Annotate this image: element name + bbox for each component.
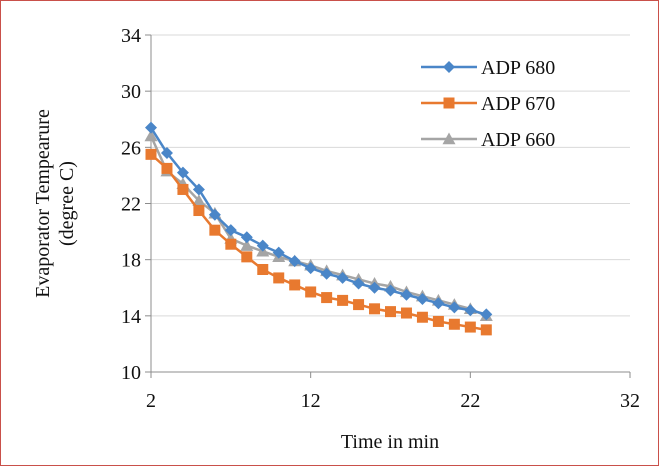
data-point-adp-670-14 xyxy=(337,294,349,306)
data-point-adp-670-16 xyxy=(369,303,381,315)
y-tick-label-30: 30 xyxy=(121,81,141,103)
y-axis-title-line-1: Evaporator Tempearure xyxy=(32,109,54,298)
data-point-adp-680-16 xyxy=(368,281,381,294)
series-line-adp-660 xyxy=(149,135,487,317)
series-line-adp-680 xyxy=(149,127,487,316)
data-point-adp-670-4 xyxy=(177,183,189,195)
data-point-adp-680-14 xyxy=(336,271,349,284)
data-point-adp-680-22 xyxy=(464,304,477,317)
data-point-adp-680-13 xyxy=(320,267,333,280)
data-point-adp-680-3 xyxy=(160,146,173,159)
x-axis-title: Time in min xyxy=(341,431,439,453)
legend-marker-adp-670 xyxy=(443,97,455,109)
data-point-adp-660-5 xyxy=(192,194,206,206)
y-tick-label-10: 10 xyxy=(121,362,141,384)
legend-entry-adp-660: ADP 660 xyxy=(421,129,555,151)
data-point-adp-680-11 xyxy=(288,255,301,268)
data-point-adp-680-2 xyxy=(145,121,157,134)
data-point-adp-680-15 xyxy=(352,277,365,290)
y-tick-label-22: 22 xyxy=(121,194,141,216)
y-tick-label-34: 34 xyxy=(121,25,141,47)
x-tick-label-12: 12 xyxy=(301,390,321,412)
data-point-adp-680-7 xyxy=(224,224,237,237)
series-line-adp-670 xyxy=(150,153,487,332)
data-point-adp-670-11 xyxy=(289,279,301,291)
grid-lines xyxy=(151,34,630,317)
legend-marker-adp-660 xyxy=(442,132,456,145)
data-point-adp-680-6 xyxy=(208,208,221,221)
data-point-adp-670-10 xyxy=(273,272,285,284)
legend-label-adp-660: ADP 660 xyxy=(481,129,555,151)
x-tick-label-2: 2 xyxy=(146,390,156,412)
y-tick-label-26: 26 xyxy=(121,137,141,159)
series-adp-680 xyxy=(145,121,493,321)
data-point-adp-670-2 xyxy=(145,148,157,160)
data-point-adp-670-18 xyxy=(400,307,412,319)
data-point-adp-670-20 xyxy=(432,315,444,327)
data-point-adp-660-2 xyxy=(144,129,158,142)
data-point-adp-670-21 xyxy=(448,318,460,330)
data-point-adp-680-9 xyxy=(256,239,269,252)
axes xyxy=(145,34,631,378)
data-point-adp-670-22 xyxy=(464,321,476,333)
data-point-adp-680-10 xyxy=(272,246,285,259)
x-tick-label-22: 22 xyxy=(460,390,480,412)
data-point-adp-680-20 xyxy=(432,297,445,310)
legend-marker-adp-680 xyxy=(443,61,455,73)
series-group xyxy=(144,121,493,336)
y-tick-label-18: 18 xyxy=(121,250,141,272)
legend-entry-adp-670: ADP 670 xyxy=(421,93,555,115)
data-point-adp-670-9 xyxy=(257,263,269,275)
data-point-adp-670-5 xyxy=(193,205,205,217)
data-point-adp-660-8 xyxy=(240,239,254,251)
y-axis-title-line-2: (degree C) xyxy=(56,161,78,246)
data-point-adp-680-23 xyxy=(480,308,493,321)
data-point-adp-680-8 xyxy=(240,231,253,244)
data-point-adp-670-17 xyxy=(385,306,396,318)
series-adp-660 xyxy=(144,129,493,322)
x-tick-label-32: 32 xyxy=(620,390,640,412)
data-point-adp-670-3 xyxy=(161,162,173,174)
legend-entry-adp-680: ADP 680 xyxy=(421,57,555,79)
data-point-adp-680-5 xyxy=(192,183,205,196)
y-axis-title: Evaporator Tempearure (degree C) xyxy=(32,109,78,298)
data-point-adp-670-12 xyxy=(305,286,317,298)
data-point-adp-670-23 xyxy=(480,324,492,336)
series-adp-670 xyxy=(145,148,492,336)
data-point-adp-680-19 xyxy=(416,292,429,305)
legend-label-adp-670: ADP 670 xyxy=(481,93,555,115)
legend-label-adp-680: ADP 680 xyxy=(481,57,555,79)
data-point-adp-670-13 xyxy=(321,292,333,304)
data-point-adp-680-21 xyxy=(448,301,461,314)
data-point-adp-680-18 xyxy=(400,288,413,301)
data-point-adp-680-12 xyxy=(304,262,317,275)
data-point-adp-670-19 xyxy=(416,311,428,323)
data-point-adp-670-6 xyxy=(209,224,221,236)
data-point-adp-680-17 xyxy=(384,284,397,297)
legend: ADP 680 ADP 670 ADP 660 xyxy=(421,57,555,151)
tick-labels: 10 14 18 22 26 30 34 2 12 22 32 xyxy=(121,25,640,412)
data-point-adp-670-7 xyxy=(225,238,237,250)
data-point-adp-680-4 xyxy=(176,166,189,179)
data-point-adp-670-15 xyxy=(353,299,365,311)
y-tick-label-14: 14 xyxy=(121,306,141,328)
data-point-adp-670-8 xyxy=(241,251,253,263)
